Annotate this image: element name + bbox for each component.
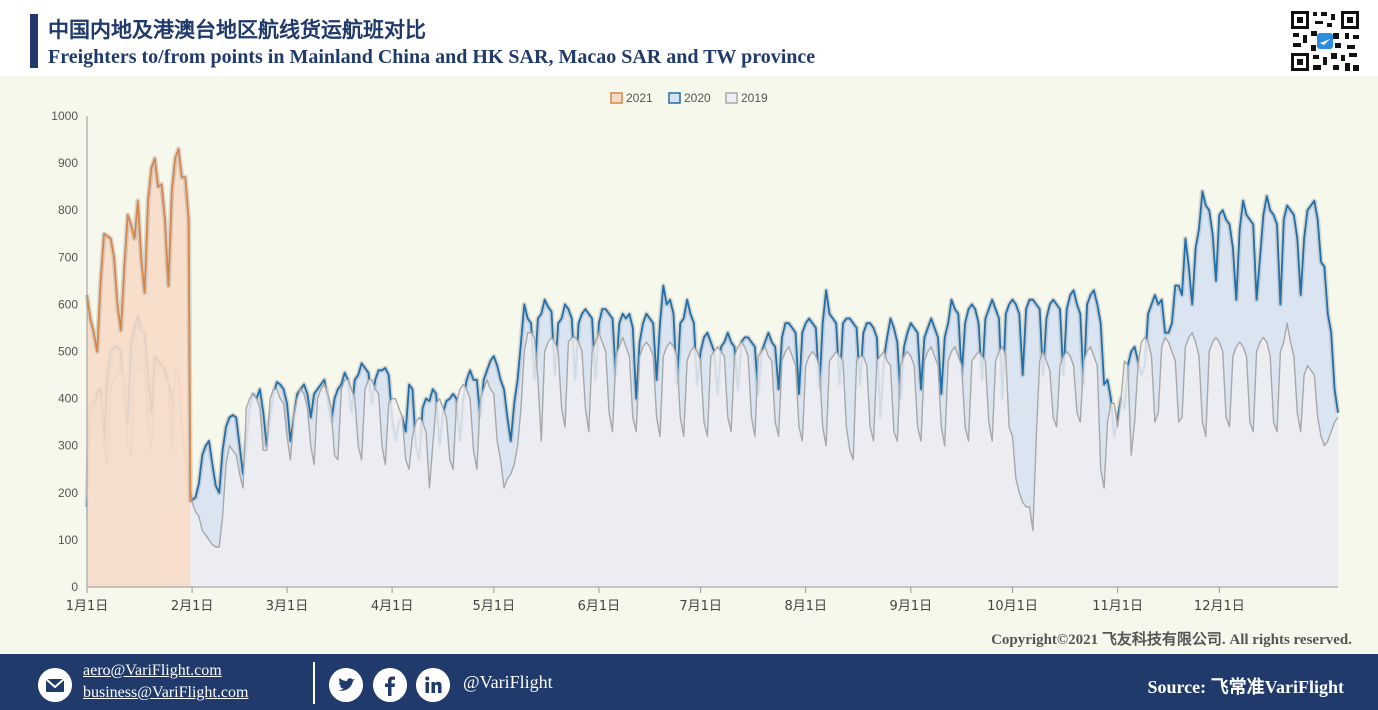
x-tick-label: 3月1日 (266, 599, 309, 614)
facebook-icon[interactable] (373, 668, 407, 702)
legend-swatch-2019 (725, 92, 738, 104)
y-tick-label: 400 (58, 392, 78, 406)
linkedin-icon[interactable] (416, 668, 450, 702)
x-tick-label: 6月1日 (578, 599, 621, 614)
y-tick-label: 1000 (51, 109, 78, 123)
x-tick-label: 12月1日 (1194, 599, 1245, 614)
series-line-2019 (86, 322, 1339, 548)
legend-swatch-2020 (668, 92, 681, 104)
area-chart: 0 100 200 300 400 500 600 700 800 900 1000 1月1日 2月1日… (51, 91, 1341, 614)
y-tick-label: 600 (58, 297, 78, 311)
y-tick-label: 300 (58, 439, 78, 453)
x-tick-label: 11月1日 (1092, 599, 1143, 614)
twitter-icon[interactable] (329, 668, 363, 702)
x-tick-label: 8月1日 (784, 599, 827, 614)
x-tick-label: 5月1日 (473, 599, 516, 614)
chart-title-chinese: 中国内地及港澳台地区航线货运航班对比 (48, 17, 426, 42)
series-area-2021 (87, 149, 191, 587)
x-tick-label: 10月1日 (987, 599, 1038, 614)
footer: aero@VariFlight.com business@VariFlight.… (0, 654, 1378, 710)
data-source: Source: 飞常准VariFlight (1147, 677, 1345, 697)
y-tick-label: 700 (58, 250, 78, 264)
chart-title-english: Freighters to/from points in Mainland Ch… (48, 46, 816, 68)
email-link-aero[interactable]: aero@VariFlight.com (83, 662, 222, 679)
series-line-2021 (86, 148, 192, 503)
x-tick-label: 2月1日 (171, 599, 214, 614)
mail-icon[interactable] (38, 668, 72, 702)
x-tick-label: 4月1日 (371, 599, 414, 614)
qr-code-icon[interactable] (1289, 9, 1361, 73)
social-handle: @VariFlight (463, 672, 553, 692)
legend-label-2019: 2019 (741, 91, 768, 105)
y-tick-label: 900 (58, 156, 78, 170)
y-tick-label: 800 (58, 203, 78, 217)
series-area-2019 (87, 323, 1338, 587)
x-tick-label: 7月1日 (679, 599, 722, 614)
y-tick-label: 500 (58, 345, 78, 359)
header: 中国内地及港澳台地区航线货运航班对比 Freighters to/from po… (0, 0, 1378, 76)
copyright-notice: Copyright©2021 飞友科技有限公司. All rights rese… (991, 632, 1352, 648)
chart-area: 0 100 200 300 400 500 600 700 800 900 1000 1月1日 2月1日… (0, 76, 1378, 654)
legend-label-2020: 2020 (684, 91, 711, 105)
footer-divider (313, 662, 315, 704)
y-tick-label: 200 (58, 486, 78, 500)
email-link-business[interactable]: business@VariFlight.com (83, 684, 249, 701)
x-tick-label: 1月1日 (66, 599, 109, 614)
y-tick-label: 100 (58, 533, 78, 547)
x-tick-label: 9月1日 (890, 599, 933, 614)
title-accent-bar (30, 14, 38, 68)
legend-label-2021: 2021 (626, 91, 653, 105)
legend-swatch-2021 (610, 92, 623, 104)
y-tick-label: 0 (71, 580, 78, 594)
